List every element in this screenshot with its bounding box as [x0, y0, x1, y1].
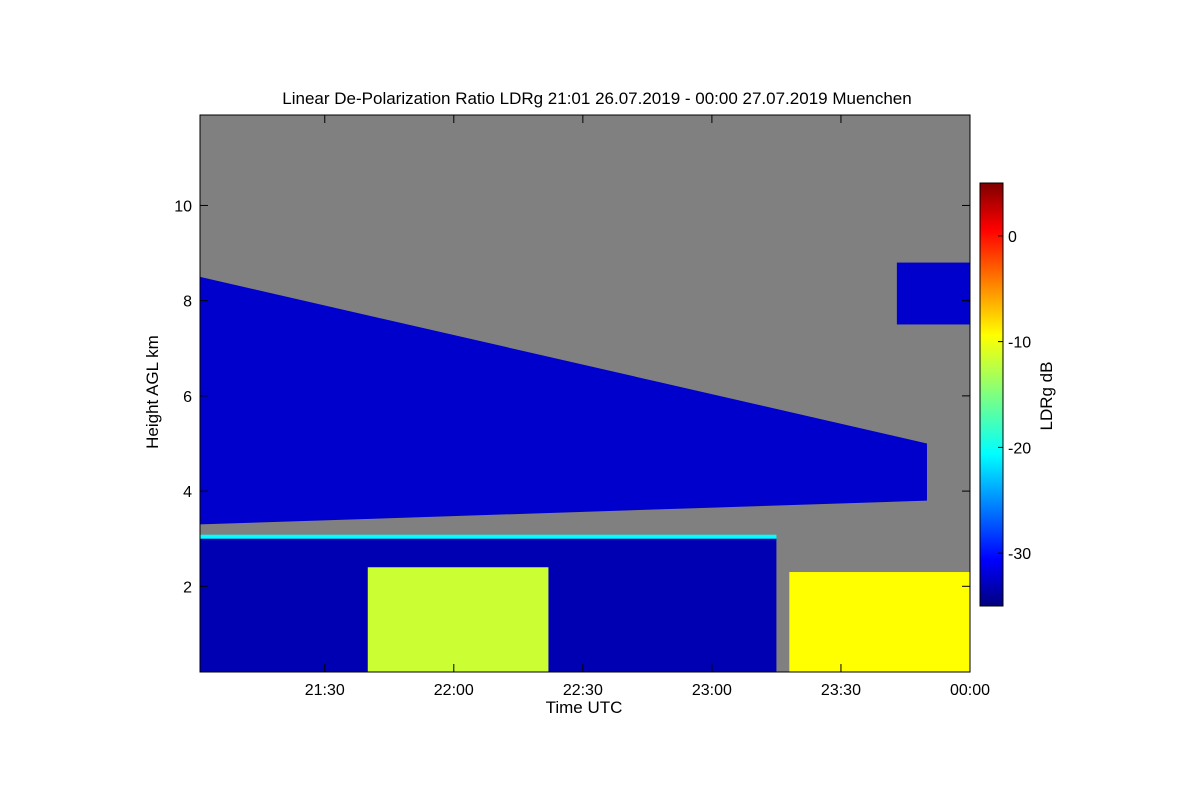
- colorbar-tick-label: -30: [1008, 546, 1031, 563]
- x-axis: 21:30 22:00 22:30 23:00 23:30 00:00: [305, 115, 990, 699]
- y-tick-label: 8: [183, 294, 192, 311]
- x-tick-label: 22:30: [563, 682, 603, 699]
- x-tick-label: 23:00: [692, 682, 732, 699]
- colorbar-label: LDRg dB: [1037, 362, 1056, 431]
- colorbar: [979, 182, 1004, 607]
- clutter-low-mark: [789, 572, 970, 672]
- colorbar-tick-label: 0: [1008, 229, 1017, 246]
- colorbar-tick-label: -10: [1008, 335, 1031, 352]
- y-tick-label: 4: [183, 484, 192, 501]
- x-axis-label: Time UTC: [546, 698, 623, 717]
- y-tick-label: 10: [174, 198, 192, 215]
- data-layer: [200, 262, 970, 672]
- y-axis-label: Height AGL km: [143, 335, 162, 449]
- x-tick-label: 21:30: [305, 682, 345, 699]
- x-tick-label: 23:30: [821, 682, 861, 699]
- chart-title: Linear De-Polarization Ratio LDRg 21:01 …: [282, 89, 911, 108]
- colorbar-ticks: 0 -10 -20 -30: [998, 229, 1031, 563]
- y-tick-label: 2: [183, 579, 192, 596]
- ice-cloud-mark: [200, 276, 927, 525]
- x-tick-label: 22:00: [434, 682, 474, 699]
- colorbar-tick-label: -20: [1008, 440, 1031, 457]
- x-tick-label: 00:00: [950, 682, 990, 699]
- plot-frame: [199, 114, 971, 673]
- cloud-fragment-mark: [896, 262, 970, 325]
- y-axis: 2 4 6 8 10: [174, 198, 970, 596]
- y-tick-label: 6: [183, 389, 192, 406]
- clutter-patches-mark: [367, 567, 549, 672]
